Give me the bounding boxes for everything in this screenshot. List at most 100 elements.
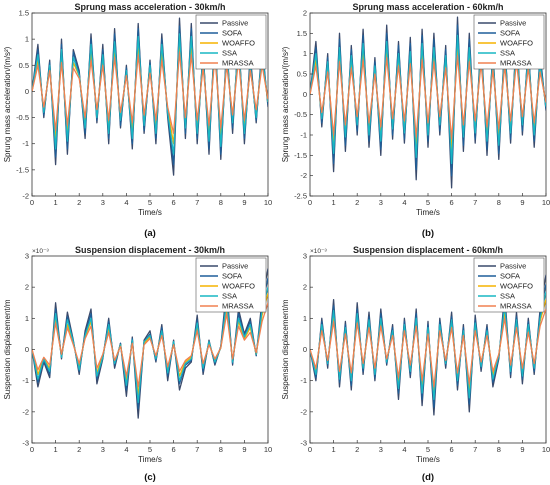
x-tick-label: 4	[124, 198, 128, 207]
y-tick-label: 1	[303, 49, 307, 58]
x-tick-label: 6	[450, 198, 454, 207]
y-tick-label: -3	[22, 439, 29, 448]
x-tick-label: 7	[473, 198, 477, 207]
chart-panel-c: 0 1 2 3 4 5 6 7 8 9 10 -3 -2 -1 0 1 2 3 Suspension displac…	[3, 245, 272, 483]
legend-label-passive: Passive	[222, 262, 248, 271]
x-axis-label: Time/s	[416, 455, 440, 464]
x-tick-label: 1	[54, 445, 58, 454]
legend-label-woaffo: WOAFFO	[500, 39, 533, 48]
x-tick-label: 3	[101, 445, 105, 454]
chart-panel-d: 0 1 2 3 4 5 6 7 8 9 10 -3 -2 -1 0 1 2 3 Suspension displac…	[281, 245, 550, 483]
x-tick-label: 9	[520, 445, 524, 454]
y-tick-label: -3	[300, 439, 307, 448]
y-tick-label: -2	[300, 171, 307, 180]
x-tick-label: 5	[148, 198, 152, 207]
legend-box	[195, 257, 267, 313]
x-tick-label: 0	[308, 445, 312, 454]
legend-label-mrassa: MRASSA	[500, 302, 532, 311]
y-tick-label: 0	[303, 90, 307, 99]
legend-label-ssa: SSA	[500, 49, 515, 58]
y-tick-label: 1	[25, 35, 29, 44]
legend-label-passive: Passive	[222, 19, 248, 28]
legend-label-sofa: SOFA	[500, 29, 520, 38]
y-tick-label: 0.5	[19, 61, 29, 70]
y-tick-label: 1.5	[297, 29, 307, 38]
y-axis-label: Sprung mass acceleration/(m/s²)	[281, 46, 290, 162]
x-tick-label: 2	[355, 198, 359, 207]
legend-label-mrassa: MRASSA	[222, 59, 254, 68]
panel-caption: (b)	[422, 228, 434, 239]
panel-caption: (a)	[144, 228, 156, 239]
legend-box	[473, 14, 545, 70]
series-line-ssa	[32, 287, 268, 404]
x-tick-label: 7	[195, 198, 199, 207]
legend-label-passive: Passive	[500, 19, 526, 28]
x-tick-label: 1	[54, 198, 58, 207]
y-tick-label: -2	[300, 407, 307, 416]
y-tick-label: 0.5	[297, 70, 307, 79]
y-axis-label: Sprung mass acceleration/(m/s²)	[3, 46, 12, 162]
x-tick-label: 8	[219, 445, 223, 454]
series-group	[32, 17, 268, 176]
y-tick-label: -1	[22, 376, 29, 385]
legend-label-ssa: SSA	[500, 292, 515, 301]
x-tick-label: 0	[30, 445, 34, 454]
x-tick-label: 6	[172, 445, 176, 454]
x-tick-label: 0	[30, 198, 34, 207]
x-tick-label: 5	[426, 198, 430, 207]
panel-caption: (c)	[144, 472, 156, 483]
x-tick-label: 5	[426, 445, 430, 454]
y-tick-label: 0	[25, 345, 29, 354]
x-tick-label: 4	[124, 445, 128, 454]
y-tick-label: -1	[300, 376, 307, 385]
series-group	[32, 268, 268, 419]
x-tick-label: 0	[308, 198, 312, 207]
x-tick-label: 4	[402, 198, 406, 207]
x-tick-label: 2	[77, 198, 81, 207]
x-axis-label: Time/s	[138, 455, 162, 464]
x-tick-label: 10	[542, 445, 550, 454]
x-tick-label: 1	[332, 198, 336, 207]
x-tick-label: 9	[242, 198, 246, 207]
legend-label-mrassa: MRASSA	[500, 59, 532, 68]
x-tick-label: 10	[264, 198, 272, 207]
x-tick-label: 10	[264, 445, 272, 454]
chart-title: Sprung mass acceleration - 30km/h	[74, 2, 225, 12]
y-tick-label: 2	[303, 9, 307, 18]
y-tick-label: 3	[25, 252, 29, 261]
x-axis-label: Time/s	[416, 208, 440, 217]
chart-panel-b: 0 1 2 3 4 5 6 7 8 9 10 -2.5 -2 -1.5 -1 -0.5 0 0.5 1 1.5 2 Spr…	[281, 2, 550, 239]
legend-label-sofa: SOFA	[222, 272, 242, 281]
series-line-mrassa	[310, 308, 546, 388]
x-tick-label: 3	[101, 198, 105, 207]
legend-box	[195, 14, 267, 70]
legend-box	[473, 257, 545, 313]
legend-label-mrassa: MRASSA	[222, 302, 254, 311]
y-axis-exponent: ×10⁻³	[310, 248, 327, 255]
x-tick-label: 8	[219, 198, 223, 207]
x-axis-label: Time/s	[138, 208, 162, 217]
y-tick-label: 0	[25, 87, 29, 96]
y-tick-label: 2	[303, 283, 307, 292]
legend-label-passive: Passive	[500, 262, 526, 271]
y-tick-label: -2	[22, 192, 29, 201]
legend-label-sofa: SOFA	[500, 272, 520, 281]
y-tick-label: 1	[25, 314, 29, 323]
series-group	[310, 274, 546, 416]
y-tick-label: -1	[300, 131, 307, 140]
x-tick-label: 10	[542, 198, 550, 207]
y-axis-label: Suspension displacement/m	[3, 299, 12, 399]
x-tick-label: 7	[195, 445, 199, 454]
y-tick-label: -2	[22, 407, 29, 416]
x-tick-label: 7	[473, 445, 477, 454]
series-line-mrassa	[32, 302, 268, 388]
x-tick-label: 6	[172, 198, 176, 207]
y-tick-label: -2.5	[294, 192, 307, 201]
panel-caption: (d)	[422, 472, 434, 483]
y-tick-label: -1	[22, 139, 29, 148]
y-tick-label: 1.5	[19, 9, 29, 18]
x-tick-label: 5	[148, 445, 152, 454]
